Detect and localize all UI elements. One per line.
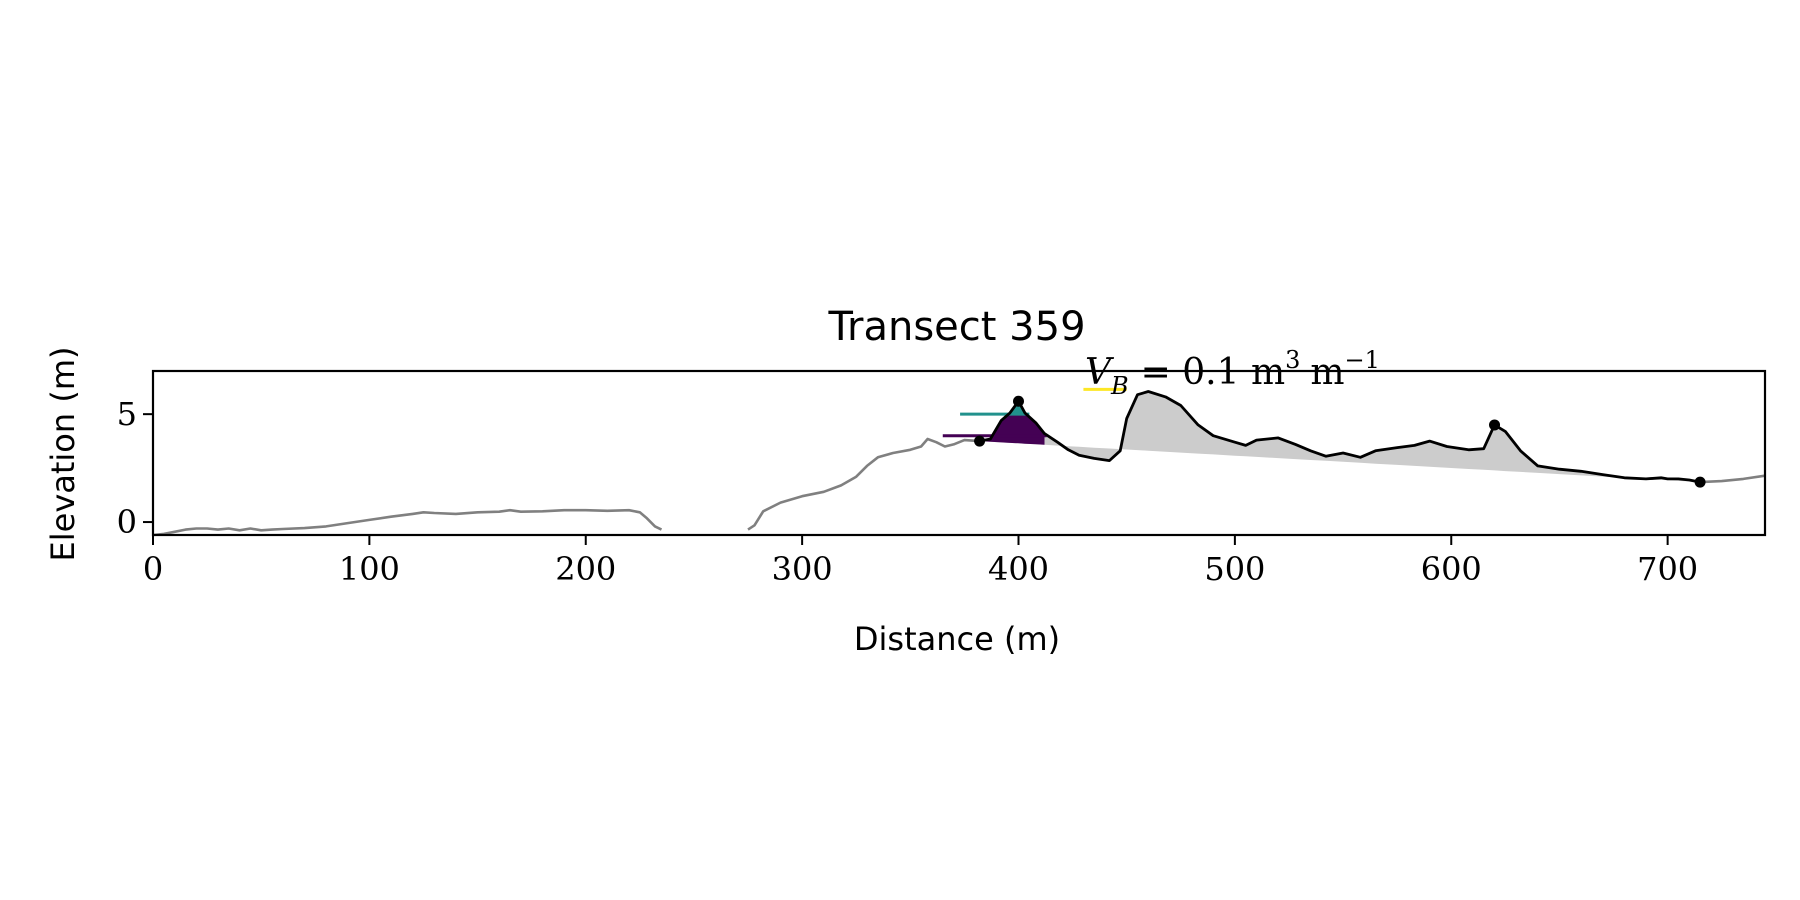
key-point-3 [1694,476,1706,488]
key-point-2 [1489,419,1501,431]
y-tick-label-0: 0 [117,503,137,541]
annotation-unit2: m [1310,352,1344,393]
volume-annotation: VB = 0.1 m3 m−1 [1085,346,1380,400]
annotation-sub: B [1110,372,1129,400]
x-tick-label-200: 200 [555,550,616,588]
chart-title: Transect 359 [827,304,1085,350]
dune-crest-fill [1009,401,1025,415]
key-point-1 [1013,395,1025,407]
x-tick-label-100: 100 [339,550,400,588]
x-tick-label-700: 700 [1637,550,1698,588]
x-tick-label-500: 500 [1204,550,1265,588]
annotation-eq: = 0.1 m [1141,352,1285,393]
annotation-sup2: −1 [1345,346,1380,374]
series-line-profile-tail-gray [1700,474,1766,484]
x-tick-label-600: 600 [1421,550,1482,588]
y-tick-label-5: 5 [117,395,137,433]
axes-frame [151,369,1767,537]
series-line-profile-right-gray [747,437,980,531]
area-between-profile-and-baseline [979,391,1701,483]
x-tick-label-300: 300 [772,550,833,588]
annotation-var: V [1085,352,1115,393]
x-tick-label-400: 400 [988,550,1049,588]
x-tick-label-0: 0 [143,550,163,588]
x-axis-label: Distance (m) [854,620,1060,658]
plot-area: 0 100 200 300 400 500 600 700 0 5 [117,369,1767,588]
series-line-profile-selected [979,390,1701,484]
annotation-sup1: 3 [1285,346,1300,374]
series-line-profile-left [152,508,663,537]
y-axis-label: Elevation (m) [44,347,82,562]
key-point-0 [974,435,986,447]
